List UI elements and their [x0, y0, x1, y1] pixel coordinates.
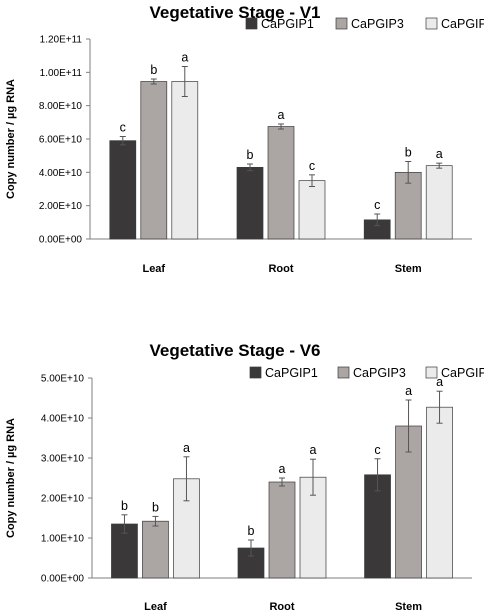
y-tick-label: 0.00E+00 — [39, 235, 83, 246]
significance-label: b — [247, 148, 254, 162]
bar — [267, 126, 295, 240]
bar — [109, 140, 137, 240]
x-tick-label: Stem — [395, 601, 422, 613]
y-tick-label: 2.00E+10 — [41, 494, 85, 505]
chart-v6: Vegetative Stage - V6 Copy number / µg RN… — [5, 341, 484, 613]
y-tick-label: 1.00E+11 — [40, 68, 83, 79]
significance-label: b — [152, 500, 159, 514]
y-tick-label: 6.00E+10 — [39, 135, 83, 146]
bar — [364, 474, 391, 579]
significance-label: a — [436, 375, 443, 389]
x-tick-label: Root — [268, 263, 293, 275]
legend-swatch — [337, 366, 350, 379]
legend-label: CaPGIP3 — [351, 17, 404, 31]
legend: CaPGIP1 CaPGIP3 CaPGIP4 — [249, 366, 484, 380]
x-tick-label: Leaf — [142, 263, 165, 275]
bar — [425, 165, 453, 240]
y-tick-label: 1.20E+11 — [40, 35, 83, 46]
legend-swatch — [425, 366, 438, 379]
y-tick-label: 0.00E+00 — [41, 574, 85, 585]
significance-label: b — [248, 524, 255, 538]
significance-label: a — [183, 441, 190, 455]
significance-label: c — [120, 121, 126, 135]
bar — [268, 481, 296, 579]
bar — [171, 81, 199, 240]
y-tick-label: 2.00E+10 — [39, 201, 83, 212]
x-tick-label: Leaf — [144, 601, 167, 613]
y-tick-label: 8.00E+10 — [39, 101, 83, 112]
significance-label: a — [181, 51, 188, 65]
bar — [142, 520, 169, 579]
chart-v1: Vegetative Stage - V1 Copy number / µg RN… — [5, 3, 484, 275]
bar — [140, 81, 168, 240]
legend-swatch — [335, 17, 348, 30]
legend-swatch — [245, 17, 258, 30]
significance-label: a — [278, 108, 285, 122]
bar — [298, 180, 326, 240]
significance-label: c — [309, 159, 315, 173]
significance-label: a — [279, 462, 286, 476]
significance-label: b — [121, 499, 128, 513]
legend-label: CaPGIP1 — [265, 366, 318, 380]
significance-label: b — [405, 146, 412, 160]
y-tick-label: 3.00E+10 — [41, 454, 85, 465]
y-tick-label: 5.00E+10 — [41, 374, 85, 385]
significance-label: a — [436, 147, 443, 161]
significance-label: a — [405, 384, 412, 398]
legend-label: CaPGIP1 — [261, 17, 314, 31]
significance-label: a — [310, 443, 317, 457]
legend: CaPGIP1 CaPGIP3 CaPGIP4 — [245, 17, 484, 31]
y-tick-label: 1.00E+10 — [41, 534, 85, 545]
y-axis-label: Copy number / µg RNA — [5, 79, 17, 199]
chart-title: Vegetative Stage - V1 — [149, 3, 320, 22]
legend-swatch — [249, 366, 262, 379]
bar — [426, 406, 453, 579]
legend-swatch — [425, 17, 438, 30]
y-tick-label: 4.00E+10 — [41, 414, 85, 425]
x-tick-label: Stem — [395, 263, 422, 275]
y-tick-label: 4.00E+10 — [39, 168, 83, 179]
legend-label: CaPGIP4 — [441, 17, 484, 31]
significance-label: c — [374, 443, 380, 457]
x-tick-label: Root — [269, 601, 294, 613]
legend-label: CaPGIP3 — [353, 366, 406, 380]
y-axis-label: Copy number / µg RNA — [5, 418, 17, 538]
significance-label: b — [150, 63, 157, 77]
chart-title: Vegetative Stage - V6 — [149, 341, 320, 360]
legend-label: CaPGIP4 — [441, 366, 484, 380]
bar — [236, 166, 264, 240]
significance-label: c — [374, 198, 380, 212]
